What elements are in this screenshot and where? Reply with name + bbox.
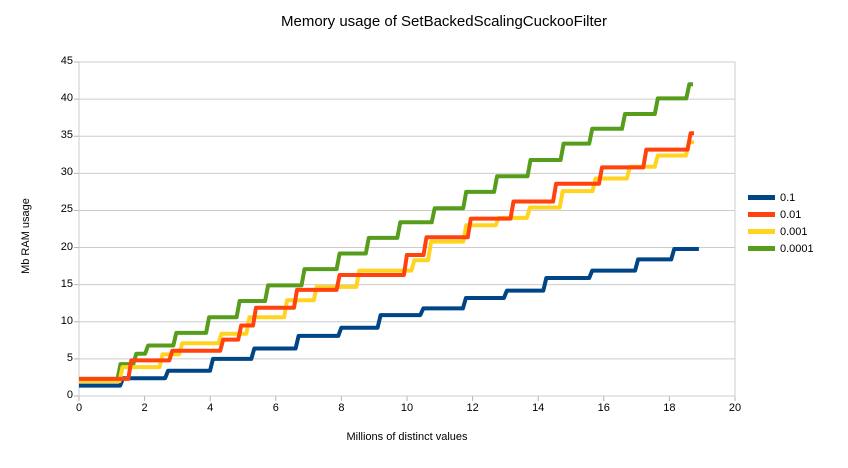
y-tick-label-30: 30 (60, 166, 73, 179)
legend-item-0.1: 0.1 (748, 189, 814, 206)
x-tick-label-8: 8 (338, 402, 345, 414)
y-tick-label-5: 5 (66, 351, 73, 364)
x-tick-label-10: 10 (400, 402, 414, 414)
legend-label: 0.001 (780, 225, 808, 238)
legend-label: 0.0001 (780, 242, 814, 255)
x-tick-label-20: 20 (728, 402, 742, 414)
y-tick-label-20: 20 (60, 240, 73, 253)
series-line-0.001 (79, 140, 694, 384)
legend-item-0.001: 0.001 (748, 223, 814, 240)
chart-title: Memory usage of SetBackedScalingCuckooFi… (281, 13, 607, 30)
x-tick-label-4: 4 (207, 402, 214, 414)
legend-item-0.01: 0.01 (748, 206, 814, 223)
series-line-0.0001 (79, 82, 693, 381)
x-tick-label-0: 0 (75, 402, 83, 414)
y-tick-label-0: 0 (66, 389, 73, 401)
y-tick-label-25: 25 (60, 203, 73, 216)
x-tick-label-18: 18 (663, 402, 676, 414)
legend-label: 0.01 (780, 208, 802, 221)
y-tick-label-45: 45 (60, 55, 73, 67)
plot-border (78, 61, 736, 397)
x-tick-label-14: 14 (532, 402, 545, 414)
x-axis-title: Millions of distinct values (346, 431, 468, 443)
legend-label: 0.1 (780, 191, 796, 204)
legend: 0.1 0.01 0.001 0.0001 (748, 189, 814, 257)
legend-line-swatch-0.0001 (748, 246, 775, 251)
legend-line-swatch-0.01 (748, 212, 775, 217)
x-tick-label-16: 16 (597, 402, 610, 414)
y-tick-label-40: 40 (60, 92, 73, 105)
legend-line-swatch-0.1 (748, 195, 775, 200)
series-line-0.01 (79, 131, 694, 381)
x-tick-label-12: 12 (466, 402, 479, 414)
y-tick-label-10: 10 (60, 314, 73, 327)
series-line-0.1 (79, 247, 699, 388)
x-tick-label-6: 6 (272, 402, 279, 414)
legend-item-0.0001: 0.0001 (748, 240, 814, 257)
x-tick-label-2: 2 (141, 402, 148, 414)
legend-line-swatch-0.001 (748, 229, 775, 234)
y-tick-label-15: 15 (60, 277, 73, 290)
y-tick-label-35: 35 (60, 129, 73, 142)
